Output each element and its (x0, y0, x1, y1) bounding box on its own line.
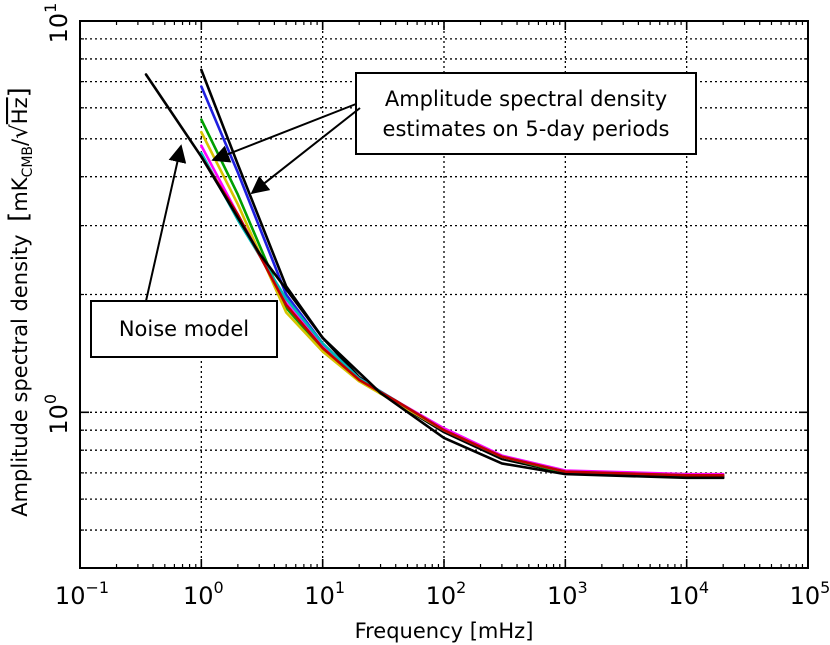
y-axis-unit-sub: CMB (20, 146, 36, 177)
annotation-asd-line-1: Amplitude spectral density (385, 87, 667, 111)
y-tick-label: 100 (41, 394, 73, 435)
y-tick-label: 101 (41, 3, 73, 44)
series-line-7 (144, 73, 725, 480)
series-line-6 (200, 155, 725, 477)
annotation-noise-box (90, 300, 278, 358)
annotation-noise-arrow (145, 144, 187, 302)
x-tick-label: 10−1 (55, 578, 109, 610)
x-tick-label: 103 (547, 578, 588, 610)
y-axis-unit-main: mK (8, 176, 32, 211)
y-tick-labels: 100 101 (41, 3, 73, 435)
x-tick-label: 101 (304, 578, 345, 610)
y-tick-label-group: 101 (41, 3, 73, 44)
x-axis-title: Frequency [mHz] (355, 619, 534, 643)
svg-text:Amplitude spectral density: Amplitude spectral density [mKCMB/√Hz] (4, 87, 36, 517)
annotation-asd-arrow-2 (250, 107, 361, 195)
y-axis-unit-root: Hz (8, 97, 32, 124)
annotation-asd-box (355, 72, 697, 155)
x-tick-label: 105 (790, 578, 830, 610)
x-tick-label: 102 (426, 578, 467, 610)
y-axis-title-main: Amplitude spectral density (8, 234, 32, 516)
series-layer (144, 68, 725, 480)
annotation-asd-arrow-1 (211, 103, 357, 163)
x-tick-labels: 10−1 100 101 102 103 104 105 (55, 578, 830, 610)
y-axis-title: Amplitude spectral density [mKCMB/√Hz] (4, 87, 36, 517)
x-tick-label: 104 (668, 578, 709, 610)
annotation-noise-text: Noise model (119, 317, 249, 341)
x-tick-label: 100 (183, 578, 224, 610)
annotation-asd-line-2: estimates on 5-day periods (383, 117, 670, 141)
plot-frame (79, 20, 809, 569)
y-tick-label-group: 100 (41, 394, 73, 435)
annotation-noise-model: Noise model (90, 144, 278, 358)
annotation-asd-estimates: Amplitude spectral density estimates on … (211, 72, 697, 195)
